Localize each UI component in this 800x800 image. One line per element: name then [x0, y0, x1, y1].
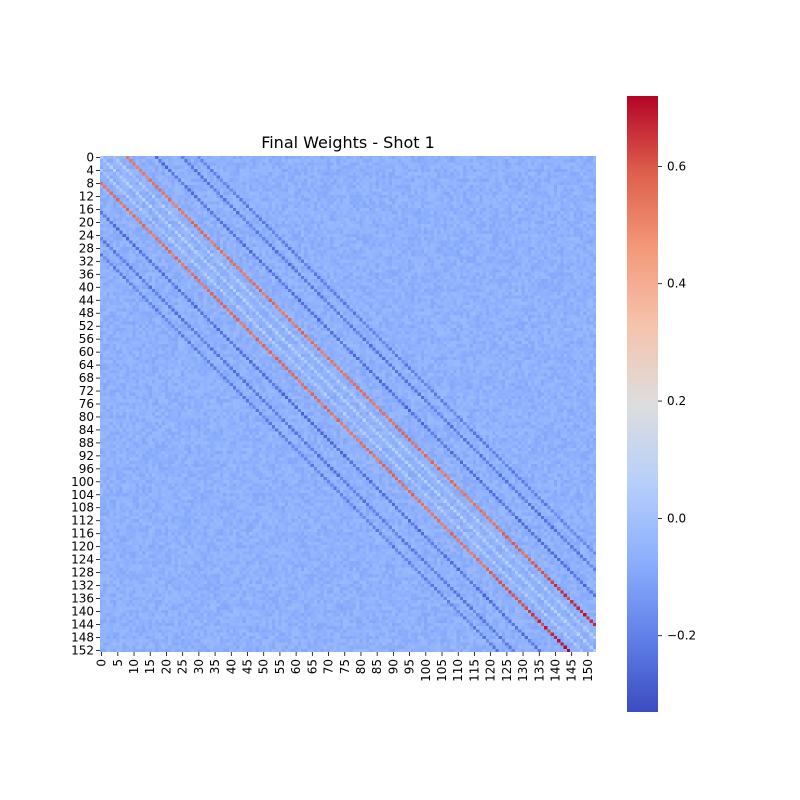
- y-tick-label: 152: [71, 643, 94, 657]
- colorbar-tick-label: 0.6: [667, 159, 686, 173]
- y-tick-label: 52: [79, 319, 94, 333]
- x-tick-label: 75: [338, 659, 352, 674]
- x-axis-ticks: 0 5 10 15 20 25 30 35 40 45 50 55 60 65 70 75 80 85 90 95 10…: [95, 652, 595, 682]
- y-tick-label: 68: [79, 371, 94, 385]
- x-tick-label: 45: [241, 659, 255, 674]
- y-tick-label: 8: [86, 177, 94, 191]
- y-tick-label: 116: [71, 527, 94, 541]
- x-tick-label: 35: [208, 659, 222, 674]
- x-tick-label: 15: [143, 659, 157, 674]
- y-tick-label: 96: [79, 462, 94, 476]
- y-tick-label: 64: [79, 358, 94, 372]
- y-tick-label: 60: [79, 345, 94, 359]
- y-axis-ticks: 0481216202428323640444852566064687276808…: [71, 151, 100, 657]
- y-tick-label: 0: [86, 151, 94, 165]
- y-tick-label: 132: [71, 579, 94, 593]
- x-tick-label: 95: [403, 659, 417, 674]
- x-tick-label: 50: [257, 659, 271, 674]
- x-tick-label: 130: [516, 659, 530, 682]
- y-tick-label: 104: [71, 488, 94, 502]
- x-tick-label: 70: [322, 659, 336, 674]
- y-tick-label: 4: [86, 164, 94, 178]
- chart-title: Final Weights - Shot 1: [261, 133, 435, 152]
- x-tick-label: 140: [548, 659, 562, 682]
- colorbar-tick-label: 0.4: [667, 277, 686, 291]
- x-tick-label: 105: [435, 659, 449, 682]
- colorbar-tick-label: −0.2: [667, 629, 696, 643]
- y-tick-label: 20: [79, 215, 94, 229]
- x-tick-label: 90: [386, 659, 400, 674]
- x-tick-label: 10: [127, 659, 141, 674]
- x-tick-label: 0: [95, 659, 109, 667]
- y-tick-label: 128: [71, 566, 94, 580]
- x-tick-label: 30: [192, 659, 206, 674]
- y-tick-label: 136: [71, 592, 94, 606]
- x-tick-label: 85: [370, 659, 384, 674]
- y-tick-label: 36: [79, 267, 94, 281]
- y-tick-label: 76: [79, 397, 94, 411]
- y-tick-label: 144: [71, 617, 94, 631]
- x-tick-label: 60: [289, 659, 303, 674]
- x-tick-label: 20: [159, 659, 173, 674]
- x-tick-label: 110: [451, 659, 465, 682]
- y-tick-label: 24: [79, 228, 94, 242]
- y-tick-label: 48: [79, 306, 94, 320]
- y-tick-label: 148: [71, 630, 94, 644]
- heatmap-grid: [100, 156, 596, 652]
- colorbar-bar: [627, 96, 658, 712]
- colorbar: [627, 96, 658, 712]
- y-tick-label: 120: [71, 540, 94, 554]
- x-tick-label: 125: [500, 659, 514, 682]
- colorbar-ticks: −0.2 0.0 0.2 0.4 0.6: [658, 159, 696, 643]
- x-tick-label: 135: [532, 659, 546, 682]
- y-tick-label: 112: [71, 514, 94, 528]
- y-tick-label: 100: [71, 475, 94, 489]
- y-tick-label: 16: [79, 202, 94, 216]
- x-tick-label: 25: [176, 659, 190, 674]
- y-tick-label: 88: [79, 436, 94, 450]
- y-tick-label: 28: [79, 241, 94, 255]
- colorbar-tick-label: 0.2: [667, 394, 686, 408]
- y-tick-label: 40: [79, 280, 94, 294]
- y-tick-label: 140: [71, 604, 94, 618]
- x-tick-label: 145: [565, 659, 579, 682]
- y-tick-label: 56: [79, 332, 94, 346]
- y-tick-label: 108: [71, 501, 94, 515]
- y-tick-label: 84: [79, 423, 94, 437]
- x-tick-label: 55: [273, 659, 287, 674]
- y-tick-label: 12: [79, 190, 94, 204]
- y-tick-label: 124: [71, 553, 94, 567]
- x-tick-label: 40: [224, 659, 238, 674]
- y-tick-label: 92: [79, 449, 94, 463]
- y-tick-label: 80: [79, 410, 94, 424]
- y-tick-label: 44: [79, 293, 94, 307]
- x-tick-label: 80: [354, 659, 368, 674]
- x-tick-label: 120: [484, 659, 498, 682]
- x-tick-label: 5: [111, 659, 125, 667]
- x-tick-label: 115: [467, 659, 481, 682]
- x-tick-label: 65: [305, 659, 319, 674]
- y-tick-label: 72: [79, 384, 94, 398]
- y-tick-label: 32: [79, 254, 94, 268]
- x-tick-label: 150: [581, 659, 595, 682]
- colorbar-tick-label: 0.0: [667, 511, 686, 525]
- x-tick-label: 100: [419, 659, 433, 682]
- heatmap-cells: [100, 156, 596, 652]
